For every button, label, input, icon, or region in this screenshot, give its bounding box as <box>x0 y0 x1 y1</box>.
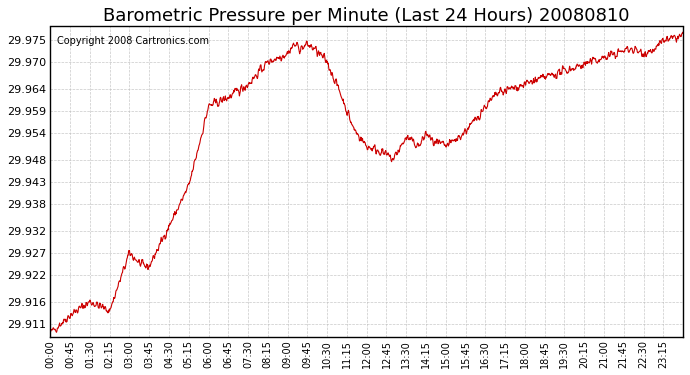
Text: Copyright 2008 Cartronics.com: Copyright 2008 Cartronics.com <box>57 36 208 46</box>
Title: Barometric Pressure per Minute (Last 24 Hours) 20080810: Barometric Pressure per Minute (Last 24 … <box>104 7 630 25</box>
